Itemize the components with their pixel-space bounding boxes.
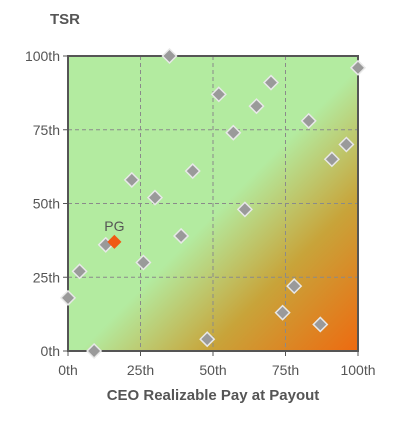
peer-data-point — [146, 189, 164, 206]
peer-data-point — [173, 227, 190, 245]
x-tick-label: 0th — [58, 362, 77, 378]
y-tick-label: 50th — [33, 196, 60, 212]
peer-data-point — [323, 151, 340, 168]
peer-data-point — [184, 162, 201, 180]
x-tick-label: 50th — [199, 362, 226, 378]
data-points: PG — [59, 47, 367, 360]
peer-data-point — [274, 304, 291, 321]
company-data-point — [107, 234, 122, 249]
peer-data-point — [225, 124, 242, 141]
y-axis-title: TSR — [50, 11, 80, 28]
peer-data-point — [338, 136, 355, 153]
grid-lines — [68, 56, 358, 351]
axis-ticks: 0th 25th 50th 75th 100th 0th 25th 50th 75th 100th — [25, 48, 376, 378]
peer-data-point — [248, 98, 265, 115]
peer-data-point — [349, 59, 367, 76]
y-tick-label: 0th — [41, 343, 60, 359]
peer-data-point — [286, 278, 303, 295]
y-tick-label: 100th — [25, 48, 60, 64]
peer-data-point — [123, 171, 140, 188]
peer-data-point — [135, 254, 152, 271]
company-point-label: PG — [104, 218, 124, 234]
y-tick-label: 25th — [33, 269, 60, 285]
peer-data-point — [312, 316, 329, 333]
y-tick-label: 75th — [33, 122, 60, 138]
peer-data-point — [236, 201, 253, 218]
peer-data-point — [59, 289, 77, 306]
peer-data-point — [210, 86, 227, 103]
peer-data-point — [300, 112, 317, 129]
peer-data-point — [161, 47, 178, 65]
peer-data-point — [86, 342, 103, 360]
x-tick-label: 75th — [272, 362, 299, 378]
peer-data-point — [262, 74, 280, 91]
peer-data-point — [71, 263, 88, 280]
x-axis-title: CEO Realizable Pay at Payout — [107, 387, 320, 404]
x-tick-label: 25th — [127, 362, 154, 378]
x-tick-label: 100th — [340, 362, 375, 378]
peer-data-point — [199, 331, 216, 348]
